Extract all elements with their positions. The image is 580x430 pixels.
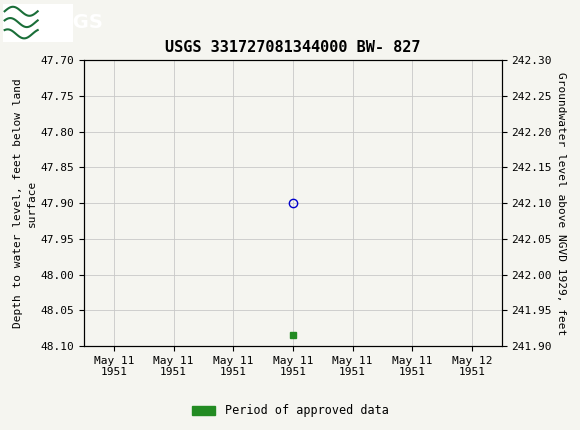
Y-axis label: Depth to water level, feet below land
surface: Depth to water level, feet below land su… <box>13 78 37 328</box>
Y-axis label: Groundwater level above NGVD 1929, feet: Groundwater level above NGVD 1929, feet <box>556 71 566 335</box>
Bar <box>3 3 72 42</box>
Legend: Period of approved data: Period of approved data <box>187 399 393 422</box>
Text: USGS: USGS <box>44 13 103 32</box>
Title: USGS 331727081344000 BW- 827: USGS 331727081344000 BW- 827 <box>165 40 420 55</box>
